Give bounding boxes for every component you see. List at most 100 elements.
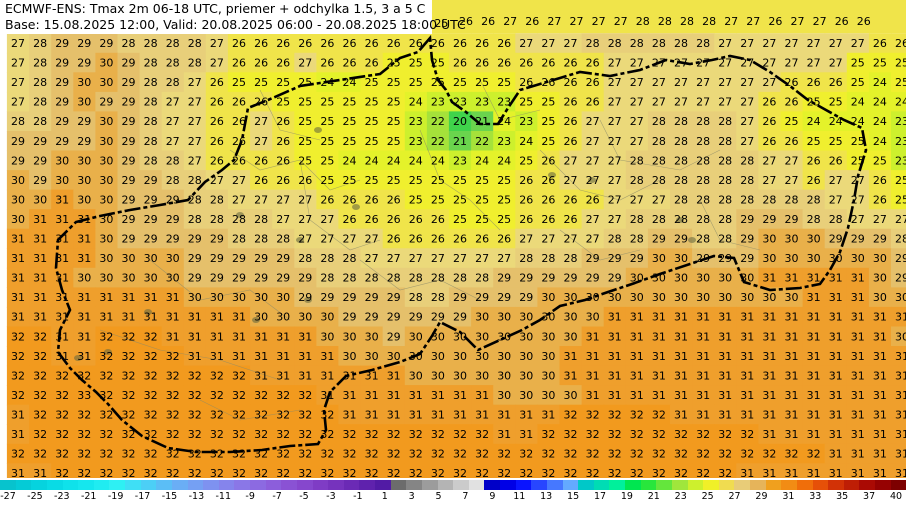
grid-cell (559, 287, 583, 308)
temperature-value: 28 (680, 15, 694, 28)
temperature-value: 27 (343, 233, 357, 246)
temperature-value: 28 (696, 154, 710, 167)
temperature-value: 30 (55, 174, 69, 187)
grid-cell (559, 306, 583, 328)
grid-cell (404, 91, 428, 113)
temperature-value: 31 (630, 389, 644, 402)
temperature-value: 32 (122, 448, 136, 461)
grid-cell (515, 131, 538, 152)
temperature-value: 26 (254, 154, 268, 167)
temperature-value: 32 (188, 428, 202, 441)
temperature-value: 31 (829, 428, 843, 441)
temperature-value: 25 (343, 174, 357, 187)
temperature-value: 31 (453, 389, 467, 402)
temperature-value: 27 (813, 15, 827, 28)
grid-cell (537, 287, 561, 308)
temperature-value: 27 (365, 252, 379, 265)
temperature-value: 32 (674, 428, 688, 441)
temperature-value: 27 (298, 193, 312, 206)
grid-cell (846, 170, 870, 191)
temperature-value: 27 (762, 174, 776, 187)
temperature-value: 27 (453, 252, 467, 265)
grid-cell (360, 306, 384, 328)
temperature-value: 28 (658, 15, 672, 28)
grid-cell (382, 209, 406, 230)
temperature-value: 30 (895, 291, 906, 304)
temperature-value: 24 (365, 154, 379, 167)
temperature-value: 25 (298, 96, 312, 109)
grid-cell (250, 111, 273, 132)
grid-cell (139, 228, 163, 249)
temperature-value: 29 (11, 154, 25, 167)
grid-cell (161, 91, 185, 113)
grid-cell (670, 91, 693, 113)
grid-cell (426, 33, 450, 54)
temperature-value: 30 (276, 311, 290, 324)
temperature-value: 29 (851, 233, 865, 246)
temperature-value: 31 (895, 350, 906, 363)
temperature-value: 26 (497, 57, 511, 70)
temperature-value: 26 (525, 15, 539, 28)
temperature-value: 21 (475, 115, 489, 128)
grid-cell (891, 52, 906, 73)
temperature-value: 32 (254, 408, 268, 421)
temperature-value: 27 (630, 115, 644, 128)
grid-cell (537, 91, 561, 113)
temperature-value: 26 (586, 96, 600, 109)
temperature-value: 26 (807, 154, 821, 167)
temperature-value: 28 (762, 193, 776, 206)
temperature-value: 30 (807, 252, 821, 265)
grid-cell (493, 33, 516, 54)
grid-cell (6, 209, 30, 230)
grid-cell (404, 306, 428, 328)
temperature-value: 31 (320, 350, 334, 363)
temperature-value: 32 (696, 448, 710, 461)
grid-cell (294, 267, 317, 288)
grid-cell (868, 91, 892, 113)
grid-cell (714, 170, 737, 191)
temperature-value: 28 (409, 291, 423, 304)
temperature-value: 28 (674, 115, 688, 128)
grid-cell (73, 131, 96, 152)
temperature-value: 30 (475, 311, 489, 324)
temperature-value: 26 (343, 213, 357, 226)
temperature-value: 32 (232, 408, 246, 421)
grid-cell (581, 209, 605, 230)
grid-cell (891, 72, 906, 93)
temperature-value: 31 (851, 311, 865, 324)
temperature-value: 30 (519, 311, 533, 324)
temperature-value: 31 (55, 330, 69, 343)
temperature-value: 26 (835, 15, 849, 28)
temperature-value: 30 (674, 252, 688, 265)
temperature-value: 25 (365, 174, 379, 187)
temperature-value: 24 (320, 76, 334, 89)
grid-cell (780, 52, 804, 73)
legend-swatch (750, 480, 766, 490)
grid-cell (692, 131, 715, 152)
grid-cell (559, 131, 583, 152)
grid-cell (891, 131, 906, 152)
grid-cell (404, 52, 428, 73)
temperature-value: 30 (564, 389, 578, 402)
temperature-value: 31 (586, 330, 600, 343)
temperature-value: 27 (851, 37, 865, 50)
temperature-value: 32 (674, 467, 688, 478)
legend-label: 3 (408, 491, 415, 502)
temperature-value: 29 (55, 135, 69, 148)
grid-cell (250, 248, 273, 269)
legend-swatch (593, 480, 610, 490)
grid-cell (846, 287, 870, 308)
temperature-value: 29 (276, 272, 290, 285)
temperature-value: 31 (895, 428, 906, 441)
grid-cell (360, 111, 384, 132)
legend-swatch (109, 480, 125, 490)
grid-cell (802, 33, 826, 54)
grid-cell (338, 228, 362, 249)
temperature-value: 25 (431, 76, 445, 89)
grid-cell (537, 267, 561, 288)
grid-cell (603, 248, 627, 269)
grid-cell (139, 52, 163, 73)
temperature-value: 27 (608, 154, 622, 167)
temperature-value: 30 (851, 252, 865, 265)
temperature-value: 29 (122, 174, 136, 187)
